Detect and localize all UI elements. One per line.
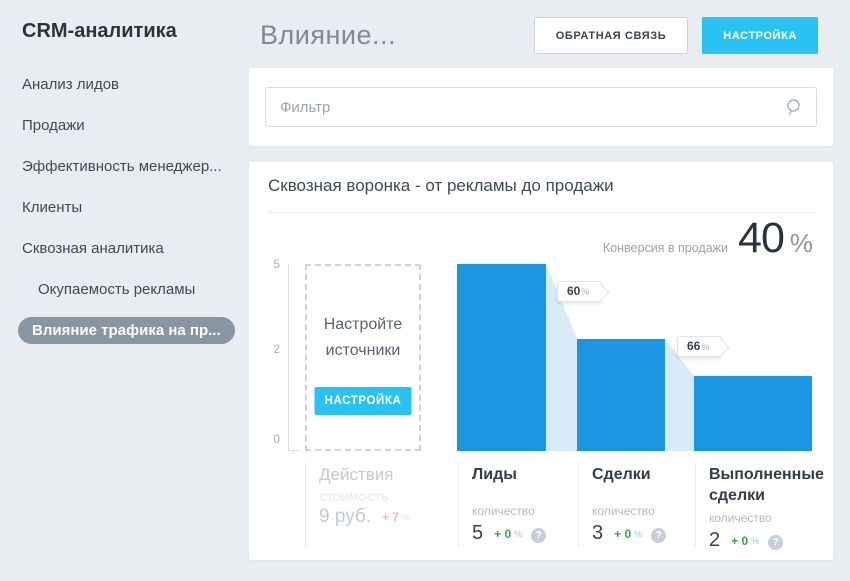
stage-metric-label: количество [472, 504, 535, 518]
search-icon[interactable] [784, 97, 804, 117]
stage-delta: + 0 [494, 526, 512, 541]
stage-delta: + 7 [382, 510, 400, 524]
help-icon[interactable]: ? [768, 534, 784, 550]
funnel-connectors [546, 264, 694, 451]
stage-delta: + 0 [614, 526, 632, 541]
feedback-button[interactable]: ОБРАТНАЯ СВЯЗЬ [533, 17, 689, 54]
sidebar-item-sales[interactable]: Продажи [22, 117, 85, 134]
setup-message-line1: Настройте [323, 316, 403, 333]
y-tick-0: 0 [273, 432, 280, 446]
conversion-tag-leads-deals: 60% [557, 281, 603, 302]
stage-title: Действия [319, 465, 394, 484]
sidebar-item-traffic-influence-row: Влияние трафика на пр... [18, 310, 235, 351]
sidebar-nav: Анализ лидов Продажи Эффективность менед… [18, 64, 235, 351]
stage-delta: + 0 [731, 533, 749, 548]
sidebar-item-lead-analysis[interactable]: Анализ лидов [22, 76, 120, 93]
delta-percent-sign: % [751, 535, 760, 546]
stage-value: 5 [472, 522, 484, 544]
sidebar-item-manager-efficiency[interactable]: Эффективность менеджер... [22, 158, 222, 175]
setup-sources-button[interactable]: НАСТРОЙКА [314, 387, 412, 415]
sidebar-item-end-to-end-analytics[interactable]: Сквозная аналитика [22, 240, 164, 257]
conversion-percent-sign: % [789, 228, 813, 258]
filter-field [265, 87, 817, 127]
connector-leads-deals [546, 264, 577, 451]
tag-percent-sign: % [581, 287, 590, 297]
conversion-tag-deals-completed: 66% [677, 336, 723, 357]
conversion-value: 40 [738, 214, 785, 262]
bar-leads[interactable] [457, 264, 546, 451]
app-title: CRM-аналитика [22, 20, 177, 42]
header-buttons: ОБРАТНАЯ СВЯЗЬ НАСТРОЙКА [533, 17, 818, 54]
tag-value: 60 [567, 284, 581, 298]
stage-value: 3 [592, 522, 604, 544]
sidebar-item-clients[interactable]: Клиенты [22, 199, 83, 216]
stage-column-leads: Лиды количество 5 + 0 % ? [458, 463, 568, 547]
divider [268, 212, 814, 213]
conversion-label: Конверсия в продажи [602, 241, 729, 255]
stage-title: Сделки [592, 466, 651, 483]
stage-column-deals: Сделки количество 3 + 0 % ? [578, 463, 685, 547]
y-axis-line [288, 264, 289, 451]
stage-metric-label: количество [709, 511, 772, 525]
bar-completed-deals[interactable] [694, 376, 812, 451]
setup-sources-message: Настройте источники [307, 312, 419, 364]
stage-value: 9 руб. [319, 506, 372, 527]
sidebar-item-traffic-influence[interactable]: Влияние трафика на пр... [18, 317, 235, 344]
stage-value: 2 [709, 529, 721, 551]
stage-title: Выполненные сделки [709, 466, 824, 504]
stage-metric-label: количество [592, 504, 655, 518]
delta-percent-sign: % [402, 512, 411, 522]
y-tick-2: 2 [273, 342, 280, 356]
stage-column-completed-deals: Выполненные сделки количество 2 + 0 % ? [695, 463, 825, 551]
help-icon[interactable]: ? [531, 527, 547, 543]
funnel-card: Сквозная воронка - от рекламы до продажи… [249, 162, 833, 560]
connector-deals-completed [665, 338, 694, 451]
overall-conversion: Конверсия в продажи 40 % [603, 214, 813, 263]
filter-card [249, 68, 833, 146]
setup-message-line2: источники [325, 342, 401, 359]
tag-value: 66 [687, 339, 701, 353]
delta-percent-sign: % [634, 528, 643, 539]
settings-button[interactable]: НАСТРОЙКА [702, 17, 818, 54]
bar-deals[interactable] [577, 338, 665, 451]
help-icon[interactable]: ? [651, 527, 667, 543]
delta-percent-sign: % [514, 528, 523, 539]
tag-percent-sign: % [701, 342, 710, 352]
sidebar-item-ad-payback[interactable]: Окупаемость рекламы [38, 281, 196, 298]
filter-input[interactable] [265, 87, 817, 127]
stage-column-actions: Действия стоимость 9 руб. + 7 % [305, 463, 447, 547]
funnel-chart: 5 2 0 Настройте источники НАСТРОЙКА 60% … [249, 162, 833, 560]
sidebar: CRM-аналитика Анализ лидов Продажи Эффек… [0, 0, 240, 581]
stage-title: Лиды [472, 466, 517, 483]
funnel-card-title: Сквозная воронка - от рекламы до продажи [268, 176, 614, 195]
setup-sources-panel: Настройте источники НАСТРОЙКА [305, 264, 421, 451]
x-axis-stub [288, 450, 299, 451]
stage-metric-label: стоимость [319, 492, 389, 504]
y-tick-5: 5 [273, 257, 280, 271]
page-title: Влияние... [260, 20, 396, 50]
